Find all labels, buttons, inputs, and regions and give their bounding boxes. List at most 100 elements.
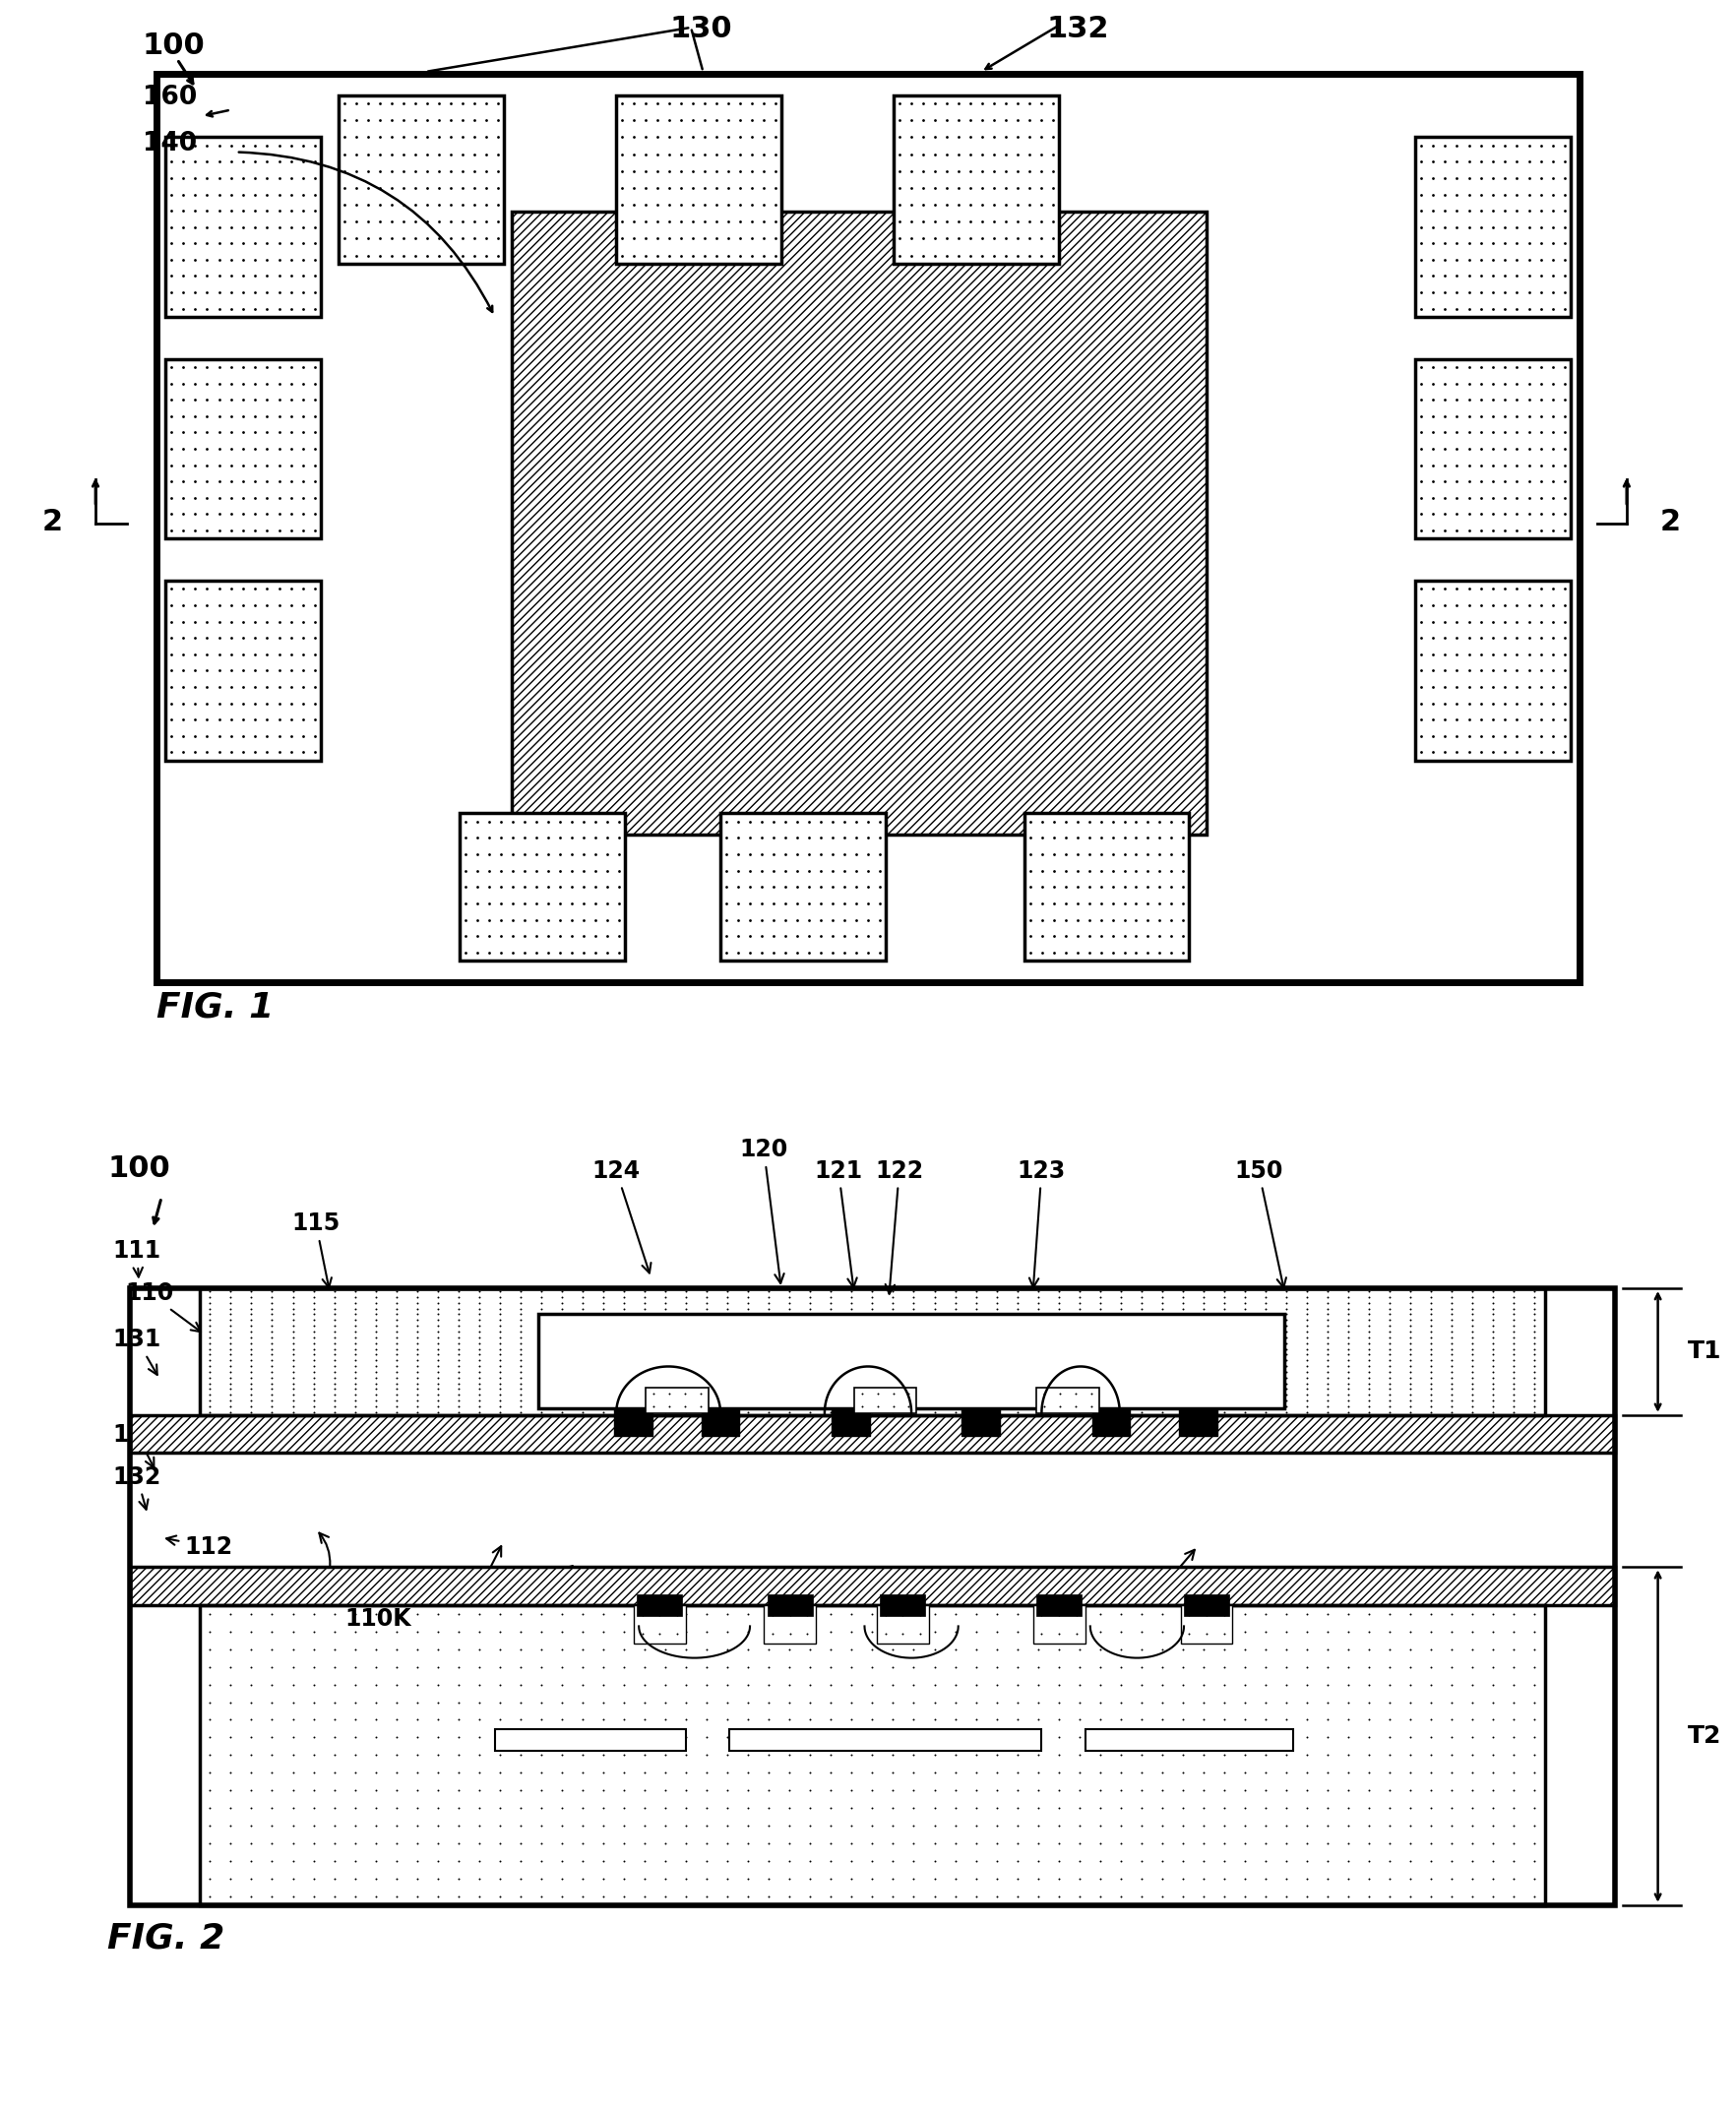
- Point: [910, 188, 937, 222]
- Point: [1503, 670, 1531, 703]
- Point: [672, 1702, 700, 1736]
- Point: [168, 351, 196, 384]
- Point: [300, 1297, 328, 1331]
- Point: [776, 1390, 804, 1423]
- Point: [403, 1314, 431, 1347]
- Point: [1479, 1309, 1507, 1343]
- Point: [229, 653, 257, 686]
- Point: [476, 822, 503, 855]
- Point: [241, 211, 269, 245]
- Point: [1189, 1377, 1217, 1411]
- Point: [1003, 1297, 1031, 1331]
- Point: [1455, 670, 1483, 703]
- Point: [818, 936, 845, 969]
- Text: 124: 124: [592, 1159, 651, 1274]
- Point: [569, 1721, 597, 1755]
- Point: [941, 1356, 969, 1390]
- Point: [1467, 431, 1495, 465]
- Point: [1003, 1320, 1031, 1354]
- Point: [983, 1274, 1010, 1307]
- Point: [920, 1274, 948, 1307]
- Point: [797, 1373, 825, 1407]
- Point: [1087, 1383, 1115, 1417]
- Point: [382, 1774, 410, 1808]
- Point: [278, 448, 306, 482]
- Point: [1210, 1314, 1238, 1347]
- Point: [1503, 621, 1531, 655]
- Point: [1231, 1377, 1259, 1411]
- Point: [1087, 1755, 1115, 1789]
- Point: [776, 1297, 804, 1331]
- Point: [361, 1274, 389, 1307]
- Point: [403, 1366, 431, 1400]
- Point: [656, 239, 684, 272]
- Point: [253, 351, 281, 384]
- Point: [859, 1861, 887, 1894]
- Point: [1521, 1383, 1549, 1417]
- Point: [507, 1356, 535, 1390]
- Point: [1128, 1702, 1156, 1736]
- Point: [830, 870, 858, 904]
- Point: [713, 1343, 741, 1377]
- Point: [899, 1297, 927, 1331]
- Point: [1087, 1337, 1115, 1371]
- Point: [1455, 653, 1483, 686]
- Point: [205, 703, 233, 737]
- Point: [340, 1314, 368, 1347]
- Point: [1500, 1791, 1528, 1825]
- Point: [748, 805, 776, 838]
- Point: [630, 1721, 658, 1755]
- Point: [1458, 1286, 1486, 1320]
- Point: [941, 1350, 969, 1383]
- Point: [1003, 222, 1031, 256]
- Point: [630, 1808, 658, 1842]
- Point: [594, 887, 621, 921]
- Point: [1406, 496, 1434, 530]
- Point: [168, 718, 196, 752]
- Point: [1189, 1350, 1217, 1383]
- Bar: [200, 1605, 1545, 1905]
- Point: [899, 1827, 927, 1861]
- Point: [1003, 1844, 1031, 1878]
- Point: [465, 1350, 493, 1383]
- Point: [290, 670, 318, 703]
- Point: [569, 1314, 597, 1347]
- Point: [797, 1360, 825, 1394]
- Point: [885, 222, 913, 256]
- Point: [667, 137, 694, 171]
- Point: [413, 171, 441, 205]
- Point: [444, 1721, 472, 1755]
- Point: [460, 171, 488, 205]
- Point: [156, 260, 184, 294]
- Point: [776, 1337, 804, 1371]
- Point: [300, 1383, 328, 1417]
- Point: [290, 482, 318, 515]
- Point: [279, 1808, 307, 1842]
- Point: [1467, 465, 1495, 498]
- Point: [1189, 1396, 1217, 1430]
- Point: [713, 171, 741, 205]
- Point: [401, 154, 429, 188]
- Point: [755, 1383, 783, 1417]
- Point: [193, 129, 220, 163]
- Point: [941, 1280, 969, 1314]
- Point: [319, 1633, 347, 1666]
- Point: [238, 1280, 266, 1314]
- Point: [983, 1861, 1010, 1894]
- Point: [1467, 589, 1495, 623]
- Point: [1516, 670, 1543, 703]
- Point: [1158, 805, 1186, 838]
- Point: [278, 670, 306, 703]
- Point: [760, 936, 788, 969]
- Point: [1377, 1309, 1404, 1343]
- Point: [838, 1791, 866, 1825]
- Point: [1356, 1791, 1384, 1825]
- Point: [259, 1309, 286, 1343]
- Point: [241, 177, 269, 211]
- Point: [1134, 836, 1161, 870]
- Point: [425, 171, 453, 205]
- Point: [241, 572, 269, 606]
- Point: [797, 1293, 825, 1326]
- Point: [1467, 496, 1495, 530]
- Point: [1076, 1377, 1106, 1411]
